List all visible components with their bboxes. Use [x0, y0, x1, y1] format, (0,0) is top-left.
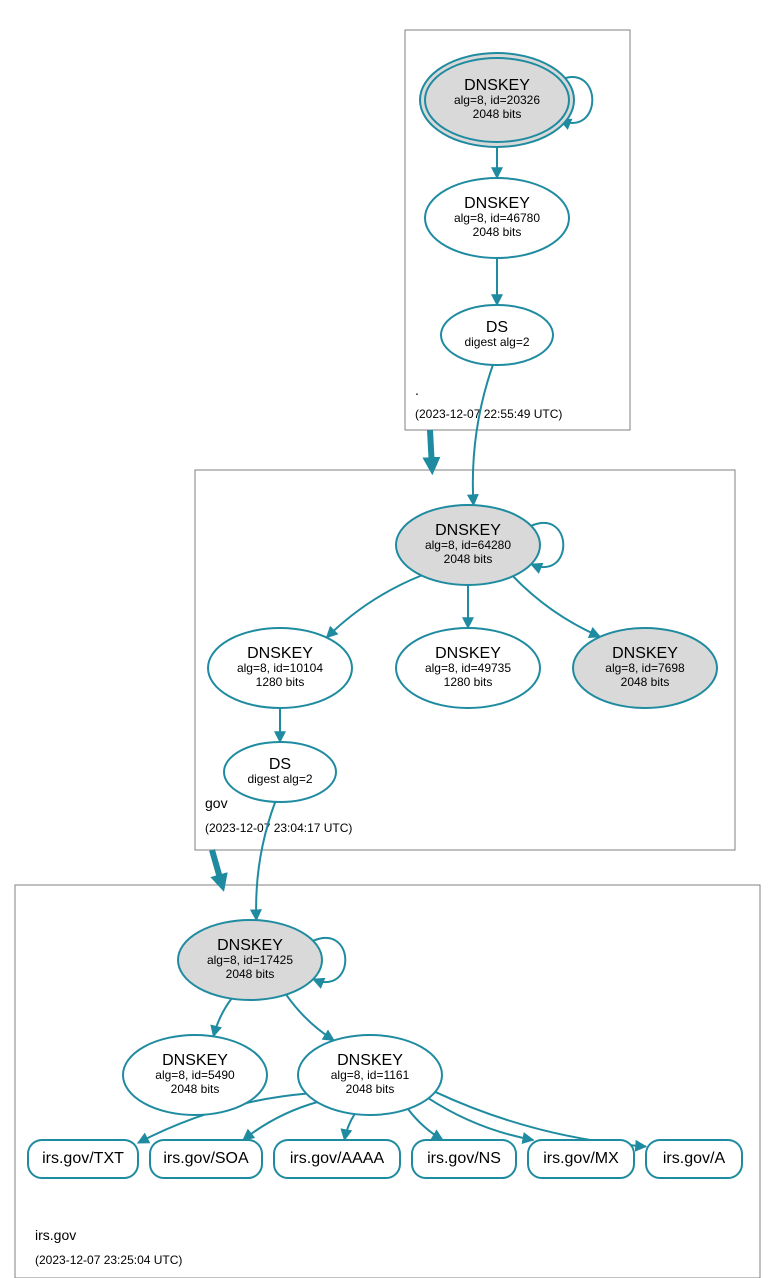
- node-text: 2048 bits: [473, 225, 522, 239]
- node-text: 1280 bits: [256, 675, 305, 689]
- node-text: DNSKEY: [162, 1052, 228, 1069]
- node-text: irs.gov/TXT: [42, 1150, 124, 1167]
- gov-zsk2: DNSKEYalg=8, id=497351280 bits: [396, 628, 540, 708]
- edge: [286, 995, 334, 1041]
- edge: [408, 1109, 443, 1140]
- node-text: 2048 bits: [346, 1082, 395, 1096]
- node-text: alg=8, id=17425: [207, 953, 293, 967]
- gov-key3: DNSKEYalg=8, id=76982048 bits: [573, 628, 717, 708]
- rr-txt: irs.gov/TXT: [28, 1140, 138, 1178]
- node-text: DNSKEY: [337, 1052, 403, 1069]
- node-text: 2048 bits: [226, 967, 275, 981]
- node-text: DNSKEY: [435, 645, 501, 662]
- node-text: alg=8, id=1161: [331, 1068, 410, 1082]
- zone-timestamp: (2023-12-07 23:25:04 UTC): [35, 1253, 182, 1267]
- irs-ksk: DNSKEYalg=8, id=174252048 bits: [178, 920, 322, 1000]
- rr-soa: irs.gov/SOA: [150, 1140, 262, 1178]
- gov-ksk: DNSKEYalg=8, id=642802048 bits: [396, 505, 540, 585]
- edge: [513, 576, 600, 637]
- node-text: alg=8, id=7698: [605, 661, 685, 675]
- rr-a: irs.gov/A: [646, 1140, 742, 1178]
- node-text: 2048 bits: [621, 675, 670, 689]
- zone-label: irs.gov: [35, 1227, 76, 1243]
- edge: [243, 1102, 317, 1140]
- edge: [256, 802, 275, 920]
- rr-aaaa: irs.gov/AAAA: [274, 1140, 400, 1178]
- node-text: digest alg=2: [464, 335, 529, 349]
- irs-zsk1: DNSKEYalg=8, id=54902048 bits: [123, 1035, 267, 1115]
- node-text: irs.gov/A: [663, 1150, 726, 1167]
- root-zsk: DNSKEYalg=8, id=467802048 bits: [425, 178, 569, 258]
- node-text: DNSKEY: [247, 645, 313, 662]
- node-text: 2048 bits: [171, 1082, 220, 1096]
- edge: [327, 575, 422, 637]
- dnssec-diagram: . (2023-12-07 22:55:49 UTC) gov (2023-12-07…: [0, 0, 780, 1278]
- rr-ns: irs.gov/NS: [412, 1140, 516, 1178]
- node-text: DS: [269, 756, 291, 773]
- zone-delegation-arrow: [430, 430, 432, 468]
- zone-delegation-arrow: [212, 850, 222, 885]
- node-text: digest alg=2: [247, 772, 312, 786]
- root-ds: DSdigest alg=2: [441, 305, 553, 365]
- node-text: alg=8, id=5490: [155, 1068, 235, 1082]
- zone-timestamp: (2023-12-07 23:04:17 UTC): [205, 821, 352, 835]
- node-text: DNSKEY: [464, 77, 530, 94]
- node-text: alg=8, id=10104: [237, 661, 323, 675]
- node-text: DNSKEY: [435, 522, 501, 539]
- edge: [344, 1114, 354, 1140]
- edge: [429, 1098, 534, 1140]
- node-text: DNSKEY: [217, 937, 283, 954]
- irs-zsk2: DNSKEYalg=8, id=11612048 bits: [298, 1035, 442, 1115]
- node-text: alg=8, id=20326: [454, 93, 540, 107]
- node-text: 2048 bits: [473, 107, 522, 121]
- gov-ds: DSdigest alg=2: [224, 742, 336, 802]
- node-text: alg=8, id=46780: [454, 211, 540, 225]
- zone-label: .: [415, 382, 419, 398]
- edge: [213, 999, 231, 1037]
- node-text: irs.gov/SOA: [163, 1150, 249, 1167]
- zone-timestamp: (2023-12-07 22:55:49 UTC): [415, 407, 562, 421]
- edge: [473, 365, 493, 505]
- node-text: 1280 bits: [444, 675, 493, 689]
- zone-label: gov: [205, 795, 228, 811]
- node-text: irs.gov/MX: [543, 1150, 619, 1167]
- node-text: DNSKEY: [612, 645, 678, 662]
- node-text: 2048 bits: [444, 552, 493, 566]
- node-text: DNSKEY: [464, 195, 530, 212]
- rr-mx: irs.gov/MX: [528, 1140, 634, 1178]
- node-text: irs.gov/NS: [427, 1150, 501, 1167]
- node-text: DS: [486, 319, 508, 336]
- node-text: irs.gov/AAAA: [290, 1150, 385, 1167]
- root-ksk: DNSKEYalg=8, id=203262048 bits: [420, 53, 574, 147]
- node-text: alg=8, id=49735: [425, 661, 511, 675]
- gov-zsk1: DNSKEYalg=8, id=101041280 bits: [208, 628, 352, 708]
- node-text: alg=8, id=64280: [425, 538, 511, 552]
